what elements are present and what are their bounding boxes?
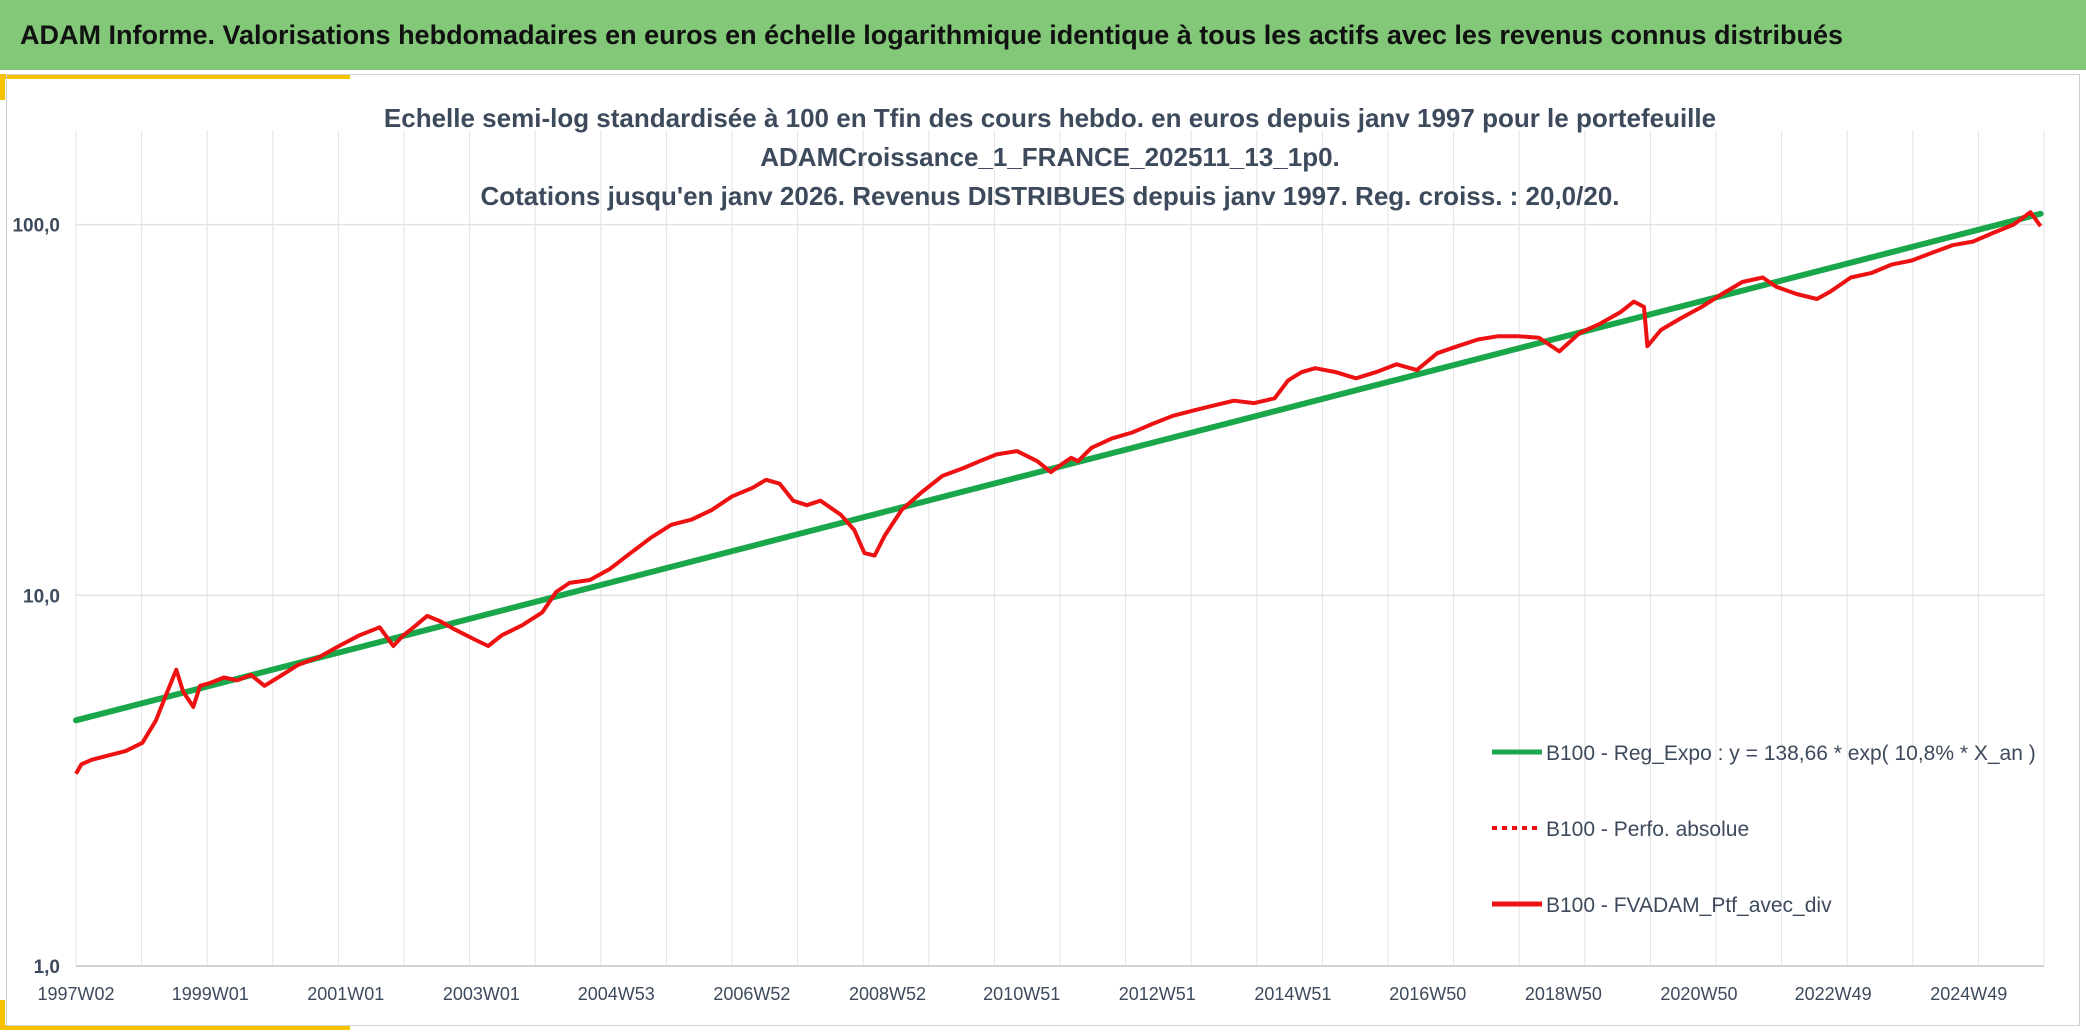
portfolio-line: [74, 210, 2043, 775]
accent-bar-left-bottom: [0, 1000, 5, 1030]
chart-title-line-3: Cotations jusqu'en janv 2026. Revenus DI…: [480, 181, 1619, 211]
x-tick-label: 2010W51: [983, 984, 1060, 1004]
legend-portfolio-label: B100 - FVADAM_Ptf_avec_div: [1546, 894, 1832, 917]
legend-regression-label: B100 - Reg_Expo : y = 138,66 * exp( 10,8…: [1546, 742, 2036, 765]
x-tick-label: 2012W51: [1119, 984, 1196, 1004]
y-tick-label: 1,0: [34, 957, 60, 978]
x-tick-label: 2016W50: [1389, 984, 1466, 1004]
chart-title-line-2: ADAMCroissance_1_FRANCE_202511_13_1p0.: [760, 142, 1340, 172]
legend: B100 - Reg_Expo : y = 138,66 * exp( 10,8…: [1492, 742, 2036, 917]
x-tick-label: 2001W01: [307, 984, 384, 1004]
x-tick-label: 1999W01: [172, 984, 249, 1004]
y-tick-label: 100,0: [12, 216, 60, 237]
x-tick-label: 2003W01: [443, 984, 520, 1004]
banner: ADAM Informe. Valorisations hebdomadaire…: [0, 0, 2086, 70]
x-tick-label: 2008W52: [849, 984, 926, 1004]
chart-title-line-1: Echelle semi-log standardisée à 100 en T…: [384, 103, 1716, 133]
y-tick-label: 10,0: [23, 586, 60, 607]
x-tick-label: 2024W49: [1930, 984, 2007, 1004]
x-tick-label: 2020W50: [1660, 984, 1737, 1004]
accent-bar-top: [0, 74, 350, 79]
x-tick-label: 1997W02: [37, 984, 114, 1004]
x-tick-label: 2014W51: [1254, 984, 1331, 1004]
x-tick-label: 2022W49: [1795, 984, 1872, 1004]
accent-bar-bottom: [0, 1025, 350, 1030]
x-tick-label: 2018W50: [1525, 984, 1602, 1004]
accent-bar-left-top: [0, 74, 5, 100]
banner-title: ADAM Informe. Valorisations hebdomadaire…: [20, 19, 1844, 50]
chart-frame: [6, 74, 2080, 1026]
x-tick-label: 2004W53: [578, 984, 655, 1004]
x-tick-label: 2006W52: [713, 984, 790, 1004]
legend-perfo-absolue-label: B100 - Perfo. absolue: [1546, 818, 1749, 841]
